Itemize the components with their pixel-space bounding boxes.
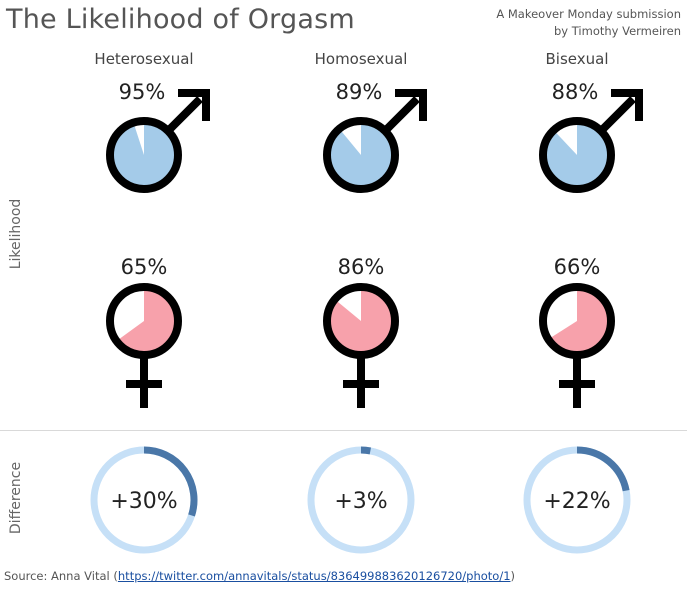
female-pct-label-homosexual: 86% [338, 255, 385, 279]
difference-label-bisexual: +22% [543, 489, 610, 514]
female-symbol-ring-bisexual [539, 283, 615, 359]
female-symbol-ring-homosexual [323, 283, 399, 359]
male-arrow-shaft-homosexual [383, 96, 420, 133]
difference-ring-value-heterosexual [143, 446, 198, 517]
difference-ring-value-bisexual [576, 446, 630, 492]
column-header-homosexual: Homosexual [314, 50, 408, 68]
male-arrow-head-heterosexual [178, 89, 210, 121]
source-prefix: Source: Anna Vital ( [4, 569, 118, 583]
female-symbol-ring-heterosexual [106, 283, 182, 359]
female-pct-label-heterosexual: 65% [121, 255, 168, 279]
source-suffix: ) [510, 569, 516, 583]
male-symbol-ring-homosexual [323, 117, 399, 193]
male-arrow-shaft-heterosexual [166, 96, 203, 133]
section-divider [0, 430, 687, 431]
subtitle-line-2: by Timothy Vermeiren [553, 24, 681, 38]
male-pct-label-homosexual: 89% [336, 80, 383, 104]
difference-label-homosexual: +3% [334, 489, 387, 514]
male-pct-label-heterosexual: 95% [119, 80, 166, 104]
female-pct-label-bisexual: 66% [554, 255, 601, 279]
male-pct-label-bisexual: 88% [552, 80, 599, 104]
male-symbol-ring-heterosexual [106, 117, 182, 193]
male-arrow-head-homosexual [395, 89, 427, 121]
source-link[interactable]: https://twitter.com/annavitals/status/83… [117, 569, 511, 583]
male-arrow-shaft-bisexual [599, 96, 636, 133]
difference-ring-value-homosexual [360, 446, 372, 455]
male-pie-remainder-heterosexual [133, 121, 144, 155]
chart-title: The Likelihood of Orgasm [6, 4, 355, 35]
difference-label-heterosexual: +30% [110, 489, 177, 514]
column-header-bisexual: Bisexual [545, 50, 609, 68]
chart-subtitle: A Makeover Monday submission by Timothy … [496, 6, 681, 40]
male-arrow-head-bisexual [611, 89, 643, 121]
male-symbol-ring-bisexual [539, 117, 615, 193]
source-note: Source: Anna Vital (https://twitter.com/… [4, 569, 515, 583]
column-header-heterosexual: Heterosexual [94, 50, 194, 68]
subtitle-line-1: A Makeover Monday submission [496, 7, 681, 21]
